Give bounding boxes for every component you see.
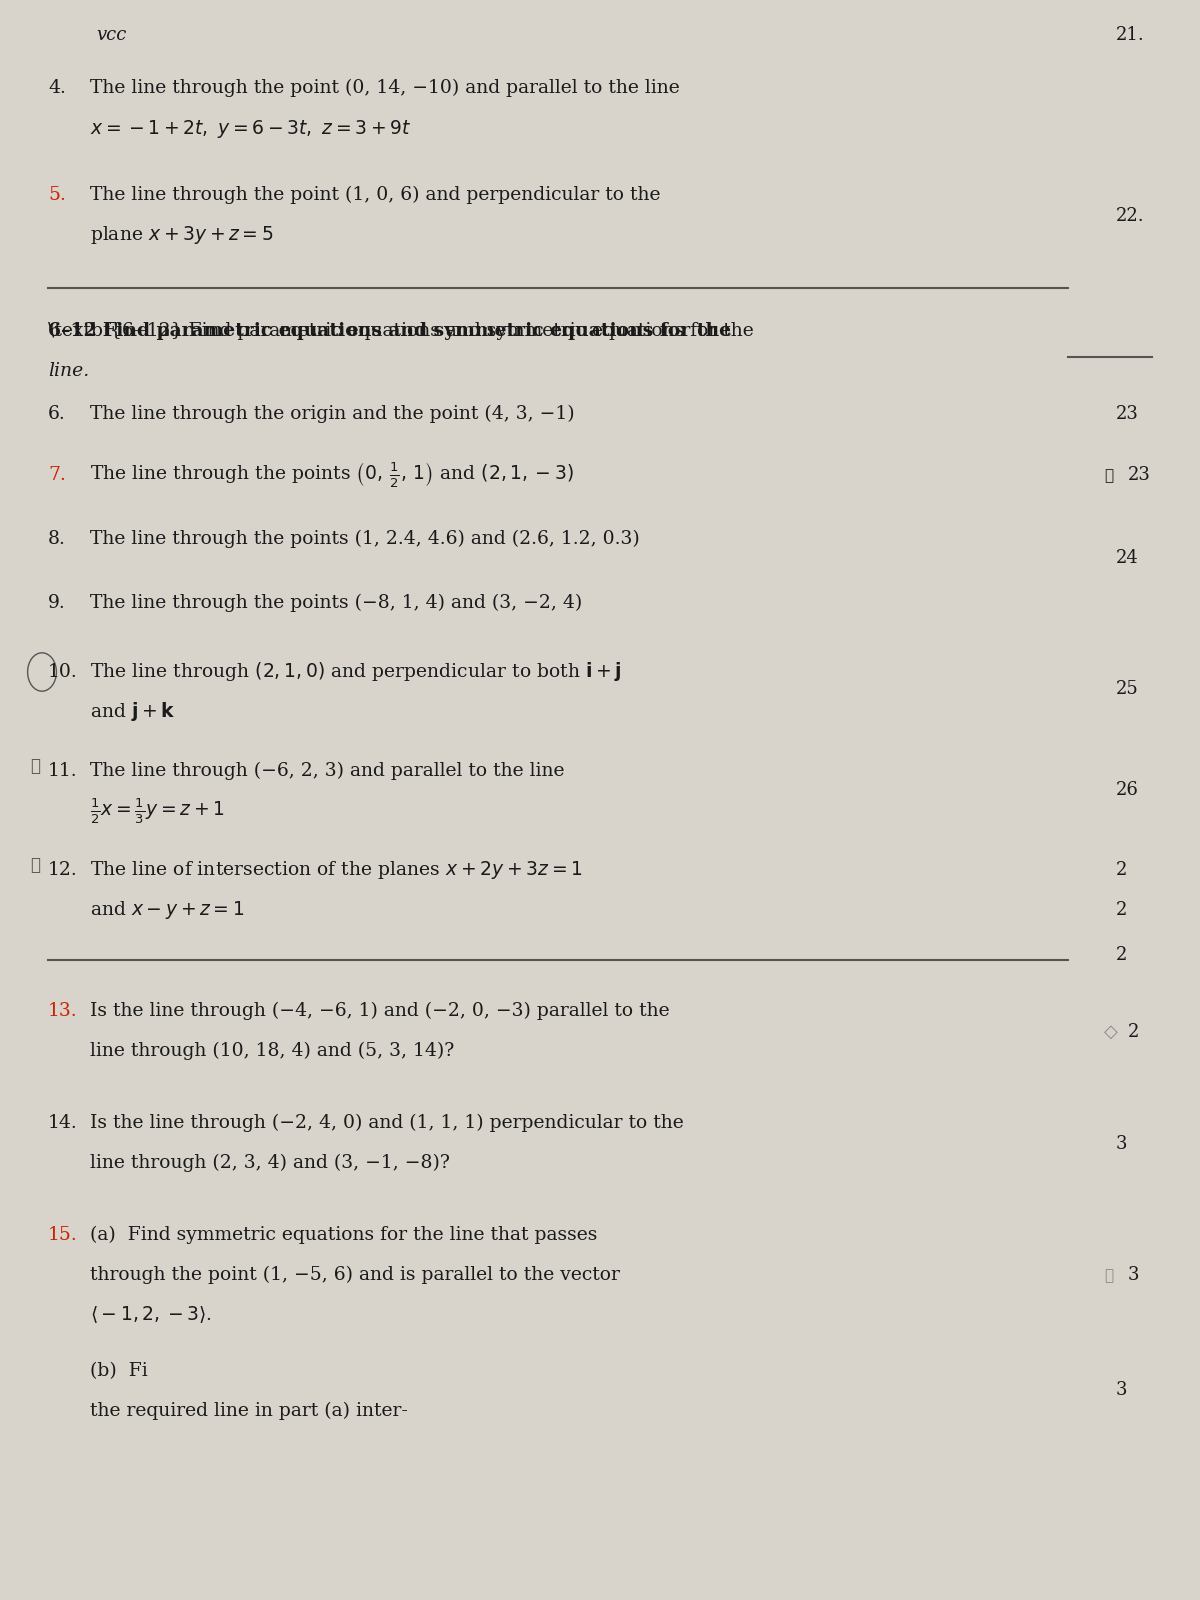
Text: 2: 2 (1128, 1022, 1139, 1042)
Text: $\langle -1, 2, -3 \rangle$.: $\langle -1, 2, -3 \rangle$. (90, 1304, 212, 1325)
Text: 3: 3 (1128, 1266, 1140, 1283)
Text: and $\mathbf{j} + \mathbf{k}$: and $\mathbf{j} + \mathbf{k}$ (90, 699, 175, 723)
Text: 23: 23 (1128, 466, 1151, 483)
Text: 8.: 8. (48, 530, 66, 547)
Text: The line through the point (1, 0, 6) and perpendicular to the: The line through the point (1, 0, 6) and… (90, 186, 660, 203)
Text: 12.: 12. (48, 861, 78, 878)
Text: the required line in part (a) inter-: the required line in part (a) inter- (90, 1402, 408, 1421)
Text: Is the line through (−4, −6, 1) and (−2, 0, −3) parallel to the: Is the line through (−4, −6, 1) and (−2,… (90, 1002, 670, 1021)
Text: $\frac{1}{2}x = \frac{1}{3}y = z + 1$: $\frac{1}{2}x = \frac{1}{3}y = z + 1$ (90, 797, 224, 826)
Text: 2: 2 (1116, 901, 1127, 918)
Text: 25: 25 (1116, 680, 1139, 698)
Text: The line through the origin and the point (4, 3, −1): The line through the origin and the poin… (90, 405, 575, 424)
Text: ✓: ✓ (30, 858, 40, 874)
Text: 15.: 15. (48, 1226, 78, 1245)
Text: 11.: 11. (48, 762, 78, 781)
Text: ✓: ✓ (30, 758, 40, 774)
Text: 6–12 Find parametric equations and symmetric equations for the: 6–12 Find parametric equations and symme… (48, 322, 731, 341)
Text: vcc: vcc (96, 26, 126, 43)
Text: 6.: 6. (48, 405, 66, 424)
Text: 13.: 13. (48, 1002, 78, 1021)
Text: 21.: 21. (1116, 26, 1145, 43)
Text: $x = -1 + 2t,\ y = 6 - 3t,\ z = 3 + 9t$: $x = -1 + 2t,\ y = 6 - 3t,\ z = 3 + 9t$ (90, 118, 412, 141)
Text: plane $x + 3y + z = 5$: plane $x + 3y + z = 5$ (90, 224, 274, 246)
Text: 26: 26 (1116, 781, 1139, 800)
Text: ★: ★ (1104, 1269, 1114, 1283)
Text: line through (2, 3, 4) and (3, −1, −8)?: line through (2, 3, 4) and (3, −1, −8)? (90, 1154, 450, 1171)
Text: 9.: 9. (48, 594, 66, 611)
Text: line.: line. (48, 362, 89, 379)
Text: The line through the points (1, 2.4, 4.6) and (2.6, 1.2, 0.3): The line through the points (1, 2.4, 4.6… (90, 530, 640, 547)
Text: 24: 24 (1116, 549, 1139, 568)
Text: (a)  Find symmetric equations for the line that passes: (a) Find symmetric equations for the lin… (90, 1226, 598, 1245)
Text: 22.: 22. (1116, 206, 1145, 224)
Text: 2: 2 (1116, 861, 1127, 878)
Text: \textbf{6--12} Find parametric equations and symmetric equations for the: \textbf{6--12} Find parametric equations… (48, 322, 754, 341)
Text: 10.: 10. (48, 662, 78, 682)
Text: The line through the point (0, 14, −10) and parallel to the line: The line through the point (0, 14, −10) … (90, 78, 679, 98)
Text: 3: 3 (1116, 1381, 1128, 1398)
Text: The line through (−6, 2, 3) and parallel to the line: The line through (−6, 2, 3) and parallel… (90, 762, 564, 781)
Text: ★: ★ (1104, 469, 1114, 483)
Text: 7.: 7. (48, 466, 66, 483)
Text: The line through the points $\left(0,\,\frac{1}{2},\,1\right)$ and $(2, 1, -3)$: The line through the points $\left(0,\,\… (90, 461, 574, 490)
Text: through the point (1, −5, 6) and is parallel to the vector: through the point (1, −5, 6) and is para… (90, 1266, 620, 1283)
Text: The line through the points (−8, 1, 4) and (3, −2, 4): The line through the points (−8, 1, 4) a… (90, 594, 582, 611)
Text: The line of intersection of the planes $x + 2y + 3z = 1$: The line of intersection of the planes $… (90, 859, 582, 882)
Text: ◇: ◇ (1104, 1022, 1118, 1042)
Text: and $x - y + z = 1$: and $x - y + z = 1$ (90, 899, 245, 922)
Text: (b)  Fi: (b) Fi (90, 1362, 148, 1379)
Text: Is the line through (−2, 4, 0) and (1, 1, 1) perpendicular to the: Is the line through (−2, 4, 0) and (1, 1… (90, 1114, 684, 1133)
Text: 5.: 5. (48, 186, 66, 203)
Text: 14.: 14. (48, 1114, 78, 1133)
Text: 23: 23 (1116, 405, 1139, 424)
Text: 4.: 4. (48, 78, 66, 98)
Text: 3: 3 (1116, 1134, 1128, 1152)
Text: line through (10, 18, 4) and (5, 3, 14)?: line through (10, 18, 4) and (5, 3, 14)? (90, 1042, 455, 1059)
Text: 2: 2 (1116, 946, 1127, 963)
Text: The line through $(2, 1, 0)$ and perpendicular to both $\mathbf{i} + \mathbf{j}$: The line through $(2, 1, 0)$ and perpend… (90, 659, 622, 683)
